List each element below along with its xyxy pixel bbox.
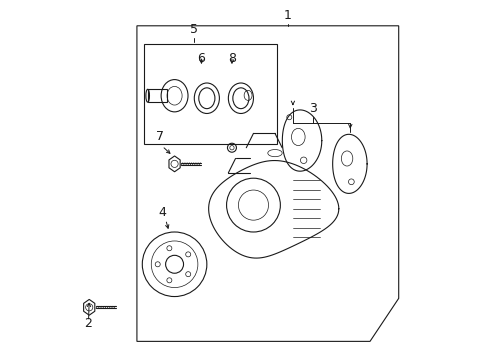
Text: 1: 1 (283, 9, 291, 22)
Text: 6: 6 (197, 51, 205, 64)
Text: 3: 3 (308, 102, 316, 115)
Bar (144, 44, 276, 144)
Text: 2: 2 (84, 317, 92, 330)
Bar (147, 89, 167, 102)
Text: 4: 4 (158, 206, 165, 219)
Text: 8: 8 (227, 51, 236, 64)
Text: 7: 7 (156, 130, 164, 144)
Text: 5: 5 (190, 23, 198, 36)
